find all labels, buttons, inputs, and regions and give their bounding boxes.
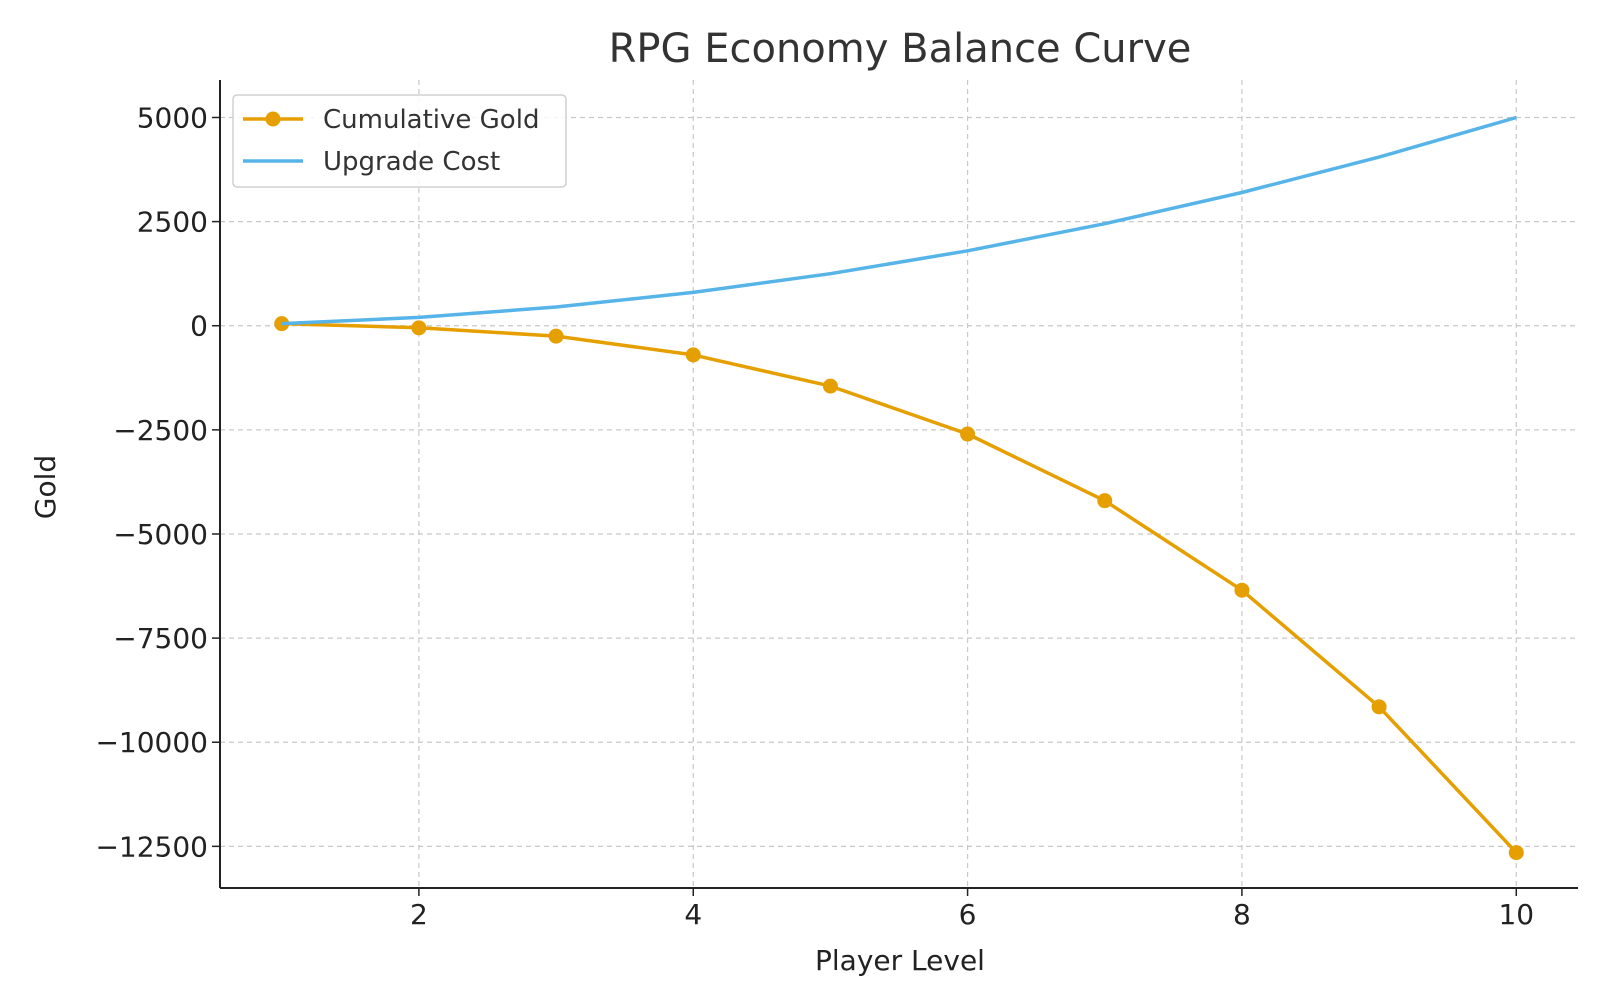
x-tick-label: 10 bbox=[1498, 898, 1534, 931]
legend-label: Cumulative Gold bbox=[323, 105, 539, 135]
x-tick-label: 2 bbox=[410, 898, 428, 931]
x-axis-label: Player Level bbox=[815, 944, 985, 977]
axes: 2 4 6 8 10 5000 2500 0 −2500 −5000 −7500 −10000 −125… bbox=[95, 80, 1578, 931]
legend-box bbox=[232, 94, 567, 188]
legend-label: Upgrade Cost bbox=[323, 147, 500, 177]
data-point-cumulative-gold bbox=[1371, 699, 1387, 715]
legend: Cumulative Gold Upgrade Cost bbox=[232, 94, 567, 188]
series-line-upgrade-cost bbox=[281, 115, 1517, 326]
series-line-cumulative-gold bbox=[281, 321, 1518, 854]
chart-title: RPG Economy Balance Curve bbox=[609, 26, 1192, 72]
data-point-cumulative-gold bbox=[411, 320, 427, 336]
y-tick-label: −2500 bbox=[113, 414, 208, 447]
data-point-cumulative-gold bbox=[1508, 845, 1524, 861]
x-tick-label: 4 bbox=[684, 898, 702, 931]
y-axis-label: Gold bbox=[29, 455, 62, 519]
legend-marker-cumulative-gold bbox=[265, 111, 281, 127]
y-tick-label: −12500 bbox=[95, 830, 208, 863]
y-tick-label: −10000 bbox=[95, 726, 208, 759]
x-tick-label: 6 bbox=[959, 898, 977, 931]
data-point-cumulative-gold bbox=[822, 378, 838, 394]
y-tick-label: −5000 bbox=[113, 518, 208, 551]
data-point-cumulative-gold bbox=[960, 426, 976, 442]
data-point-cumulative-gold bbox=[685, 347, 701, 363]
grid bbox=[220, 80, 1578, 888]
y-tick-label: 2500 bbox=[137, 206, 208, 239]
x-tick-label: 8 bbox=[1233, 898, 1251, 931]
y-tick-label: 0 bbox=[190, 310, 208, 343]
data-point-cumulative-gold bbox=[1234, 582, 1250, 598]
data-point-cumulative-gold bbox=[1097, 493, 1113, 509]
series-layer bbox=[274, 115, 1524, 861]
data-point-cumulative-gold bbox=[548, 328, 564, 344]
y-tick-label: 5000 bbox=[137, 101, 208, 134]
y-tick-label: −7500 bbox=[113, 622, 208, 655]
